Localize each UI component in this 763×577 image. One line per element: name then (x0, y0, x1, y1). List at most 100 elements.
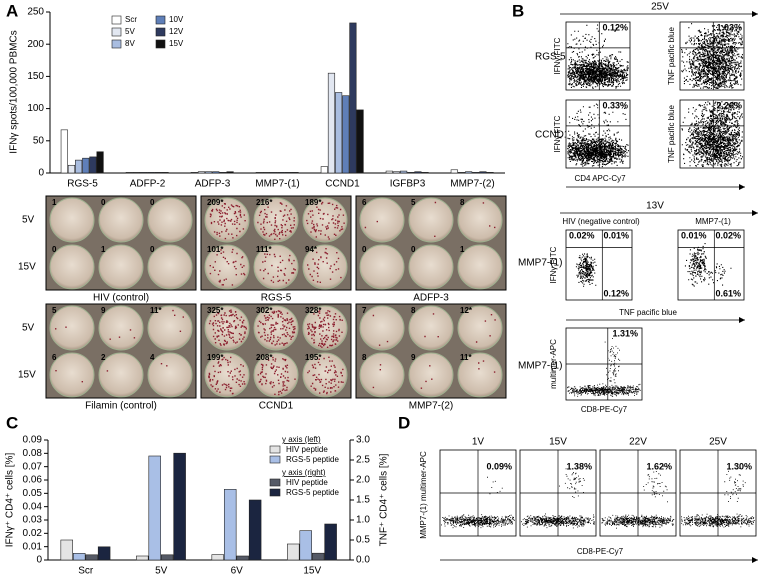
bar (97, 546, 111, 561)
well (359, 197, 405, 243)
spot-count: 325* (207, 306, 224, 315)
legend-swatch (269, 455, 281, 464)
row-label: 5V (22, 323, 35, 334)
events (684, 243, 732, 287)
group-label: MMP7-(2) (409, 401, 453, 412)
well (204, 244, 250, 290)
spot-count: 2 (101, 353, 106, 362)
well (98, 305, 144, 351)
bar (219, 172, 227, 174)
legend-label: HIV peptide (286, 445, 328, 454)
x-tick-label: 5V (155, 566, 168, 577)
spot-count: 8 (362, 353, 367, 362)
spots (307, 356, 344, 395)
panel-letter: B (512, 1, 524, 20)
spots (208, 356, 246, 395)
spots (257, 310, 296, 346)
spot-count: 94* (305, 245, 318, 254)
y-axis-title: IFNγ⁺ CD4⁺ cells [%] (5, 453, 16, 548)
bar (327, 72, 336, 174)
panel-letter: C (6, 413, 18, 432)
bar (255, 172, 263, 174)
spot-count: 8 (411, 306, 416, 315)
x-tick-label: ADFP-3 (195, 179, 231, 190)
quadrant-percent: 0.12% (603, 288, 629, 298)
y-tick-label: 0.04 (23, 501, 43, 512)
well (457, 352, 503, 398)
events (521, 466, 595, 529)
spots (307, 310, 343, 348)
quadrant-percent: 0.09% (486, 461, 512, 471)
spot-count: 0 (362, 245, 367, 254)
spots (55, 326, 67, 330)
group-label: RGS-5 (261, 293, 292, 304)
well (302, 197, 348, 243)
well (98, 352, 144, 398)
y-axis-title: IFNγ spots/100,000 PBMCs (9, 30, 20, 153)
bar (385, 170, 393, 174)
x-axis-title: CD8-PE-Cy7 (581, 405, 628, 414)
x-tick-label: MMP7-(1) (255, 179, 299, 190)
quadrant-percent: 0.61% (715, 288, 741, 298)
well (253, 244, 299, 290)
well (302, 305, 348, 351)
bar (60, 129, 68, 174)
well (253, 352, 299, 398)
spot-count: 11* (150, 306, 162, 315)
spot-count: 9 (411, 353, 416, 362)
bar (421, 172, 429, 174)
legend-label: 10V (169, 15, 184, 24)
spot-count: 111* (256, 245, 272, 254)
well (98, 197, 144, 243)
voltage-label: 25V (651, 2, 669, 13)
y-axis-title: TNF pacific blue (667, 105, 676, 163)
x-tick-label: ADFP-2 (130, 179, 166, 190)
x-tick-label: Scr (78, 566, 94, 577)
flow-plot (565, 229, 633, 301)
row-label: CCND1 (535, 130, 570, 141)
events (681, 101, 743, 168)
bar (342, 95, 350, 174)
bar (472, 172, 480, 174)
bar (248, 499, 262, 561)
group-label: ADFP-3 (413, 293, 449, 304)
voltage-label: 22V (629, 437, 647, 448)
well (49, 244, 95, 290)
voltage-label: 15V (549, 437, 567, 448)
y-tick-label: 0.08 (23, 448, 43, 459)
spot-count: 6 (52, 353, 57, 362)
spot-count: 8 (460, 198, 465, 207)
well (49, 197, 95, 243)
bar (284, 172, 292, 174)
legend-label: HIV peptide (286, 478, 328, 487)
events (567, 338, 641, 397)
bar (392, 171, 401, 174)
bar (125, 172, 133, 174)
spot-count: 0 (52, 245, 57, 254)
legend-swatch (269, 445, 281, 454)
bar (414, 171, 422, 174)
well (359, 352, 405, 398)
y2-tick-label: 1.5 (356, 495, 370, 506)
spot-count: 0 (150, 245, 155, 254)
x-axis-title: CD8-PE-Cy7 (577, 547, 624, 556)
bar (320, 166, 328, 174)
well (457, 305, 503, 351)
spots (257, 202, 295, 240)
legend-label: RGS-5 peptide (286, 455, 339, 464)
bar (140, 172, 148, 174)
arrow-head (752, 210, 758, 216)
bar (75, 159, 83, 174)
y-axis-title: MMP7-(1) multimer-APC (419, 451, 428, 539)
x-tick-label: MMP7-(2) (450, 179, 494, 190)
panel-letter: D (398, 413, 410, 432)
quadrant-percent: 1.03% (716, 22, 742, 32)
quadrant-percent: 0.33% (602, 100, 628, 110)
events (601, 465, 675, 529)
quadrant-percent: 0.02% (569, 230, 595, 240)
y-axis-title: IFNγ FITC (553, 37, 562, 74)
well (147, 197, 193, 243)
quadrant-percent: 1.38% (566, 461, 592, 471)
y-tick-label: 0.09 (23, 435, 43, 446)
